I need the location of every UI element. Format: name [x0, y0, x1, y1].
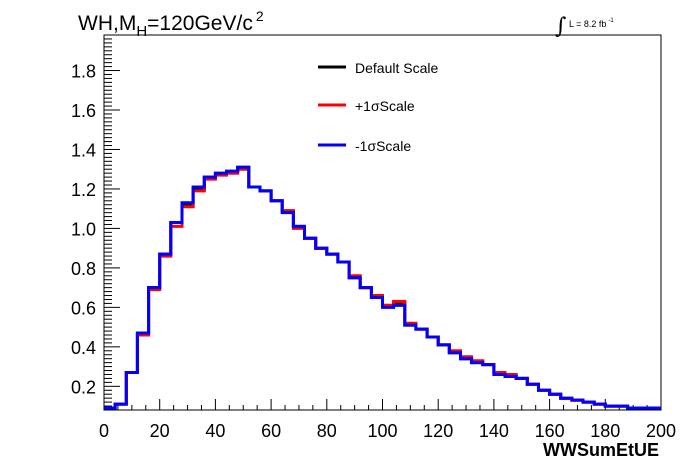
- x-tick-label: 120: [423, 421, 453, 441]
- legend-label: -1σScale: [355, 138, 411, 154]
- y-tick-label: 0.8: [71, 259, 96, 279]
- x-tick-label: 80: [317, 421, 337, 441]
- x-tick-label: 200: [646, 421, 676, 441]
- x-tick-label: 0: [99, 421, 109, 441]
- legend-label: Default Scale: [355, 60, 438, 76]
- y-axis: 0.2 0.4 0.6 0.8 1.0 1.2 1.4 1.6 1.8: [71, 38, 120, 411]
- chart-title: WH,MH=120GeV/c 2: [78, 8, 264, 40]
- x-tick-label: 100: [367, 421, 397, 441]
- x-tick-label: 20: [150, 421, 170, 441]
- x-axis-title: WWSumEtUE: [543, 440, 659, 460]
- y-tick-label: 0.4: [71, 338, 96, 358]
- y-tick-label: 0.6: [71, 298, 96, 318]
- luminosity-label: ∫ L = 8.2 fb -1: [555, 14, 614, 39]
- legend-label: +1σScale: [355, 98, 415, 114]
- series-line-3: [104, 165, 661, 410]
- x-tick-label: 180: [590, 421, 620, 441]
- plot-frame: [103, 34, 662, 411]
- series-group: [104, 165, 661, 410]
- integral-symbol: ∫: [555, 14, 567, 39]
- y-tick-label: 1.6: [71, 101, 96, 121]
- x-tick-label: 40: [205, 421, 225, 441]
- x-tick-label: 160: [535, 421, 565, 441]
- legend: Default Scale +1σScale -1σScale: [318, 60, 438, 154]
- x-tick-label: 140: [479, 421, 509, 441]
- y-tick-label: 1.8: [71, 62, 96, 82]
- y-tick-label: 1.2: [71, 180, 96, 200]
- x-axis: 0 20 40 60 80 100 120 140 160 180 200: [99, 399, 676, 441]
- x-tick-label: 60: [261, 421, 281, 441]
- y-tick-label: 1.4: [71, 140, 96, 160]
- y-tick-label: 0.2: [71, 377, 96, 397]
- y-tick-label: 1.0: [71, 219, 96, 239]
